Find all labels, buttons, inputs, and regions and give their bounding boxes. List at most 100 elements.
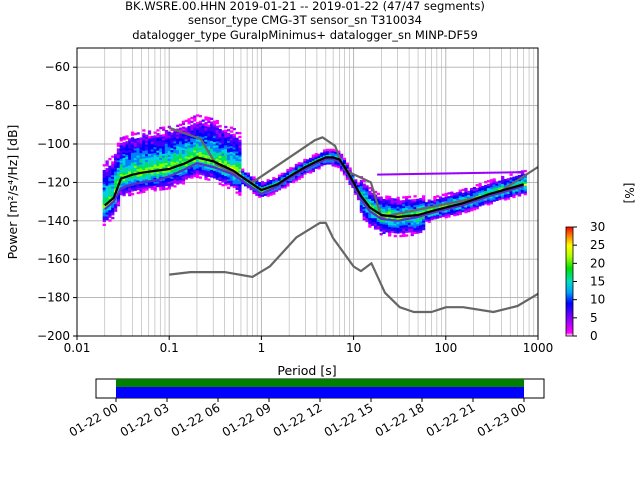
heatmap-cell: [116, 175, 121, 178]
heatmap-cell: [122, 174, 126, 178]
heatmap-cell: [195, 127, 200, 131]
heatmap-cell: [198, 143, 202, 147]
heatmap-cell: [133, 163, 138, 166]
heatmap-cell: [348, 167, 352, 170]
heatmap-cell: [193, 130, 197, 134]
heatmap-cell: [317, 163, 321, 166]
heatmap-cell: [136, 178, 140, 181]
heatmap-cell: [235, 153, 239, 156]
heatmap-cell: [178, 162, 183, 165]
heatmap-cell: [430, 217, 434, 221]
heatmap-cell: [390, 200, 395, 203]
x-tick-label: 1000: [523, 341, 554, 355]
heatmap-cell: [280, 186, 284, 189]
heatmap-cell: [289, 167, 293, 170]
heatmap-cell: [122, 147, 126, 151]
heatmap-cell: [465, 172, 470, 175]
heatmap-cell: [407, 199, 412, 202]
heatmap-cell: [379, 208, 383, 211]
heatmap-cell: [277, 176, 282, 179]
heatmap-cell: [523, 192, 527, 196]
heatmap-cell: [368, 211, 372, 215]
heatmap-cell: [238, 189, 242, 192]
heatmap-cell: [142, 144, 146, 147]
heatmap-cell: [229, 138, 234, 141]
heatmap-cell: [238, 153, 242, 156]
heatmap-cell: [438, 211, 443, 215]
heatmap-cell: [181, 164, 186, 168]
heatmap-cell: [520, 179, 525, 183]
heatmap-cell: [404, 222, 409, 226]
heatmap-cell: [221, 155, 225, 158]
heatmap-cell: [410, 201, 414, 204]
heatmap-cell: [503, 198, 508, 201]
heatmap-cell: [421, 216, 426, 219]
heatmap-cell: [147, 172, 152, 175]
heatmap-cell: [390, 224, 395, 228]
heatmap-cell: [195, 170, 200, 173]
heatmap-cell: [447, 203, 451, 207]
heatmap-cell: [218, 182, 222, 186]
heatmap-cell: [300, 173, 304, 177]
heatmap-cell: [368, 204, 372, 207]
heatmap-cell: [224, 171, 228, 175]
heatmap-cell: [410, 230, 414, 233]
heatmap-cell: [119, 164, 123, 167]
heatmap-cell: [498, 195, 502, 199]
heatmap-cell: [159, 165, 163, 168]
heatmap-cell: [125, 171, 129, 175]
heatmap-cell: [495, 189, 499, 192]
heatmap-cell: [215, 175, 219, 178]
heatmap-cell: [105, 212, 109, 215]
heatmap-cell: [204, 143, 208, 146]
heatmap-cell: [523, 191, 527, 194]
heatmap-cell: [116, 163, 121, 167]
heatmap-cell: [195, 158, 200, 161]
heatmap-cell: [136, 164, 140, 168]
heatmap-cell: [396, 210, 400, 213]
heatmap-cell: [125, 162, 129, 165]
heatmap-cell: [142, 186, 146, 190]
heatmap-cell: [190, 130, 194, 133]
heatmap-cell: [156, 140, 160, 144]
heatmap-cell: [108, 165, 112, 168]
heatmap-cell: [388, 203, 392, 206]
heatmap-cell: [125, 158, 129, 161]
heatmap-cell: [238, 180, 242, 183]
heatmap-cell: [232, 141, 236, 144]
heatmap-cell: [450, 195, 454, 198]
heatmap-cell: [207, 140, 211, 143]
heatmap-cell: [173, 146, 177, 150]
heatmap-cell: [111, 168, 115, 172]
heatmap-cell: [105, 214, 109, 217]
heatmap-cell: [229, 176, 234, 179]
heatmap-cell: [384, 173, 389, 176]
heatmap-cell: [478, 184, 482, 188]
heatmap-cell: [150, 141, 154, 144]
heatmap-cell: [227, 175, 231, 178]
heatmap-cell: [139, 148, 143, 152]
heatmap-cell: [229, 130, 234, 133]
heatmap-cell: [164, 177, 169, 181]
heatmap-cell: [145, 173, 149, 176]
heatmap-cell: [122, 178, 126, 181]
heatmap-cell: [294, 169, 299, 172]
heatmap-cell: [128, 151, 132, 155]
heatmap-cell: [376, 219, 380, 222]
heatmap-cell: [176, 163, 180, 166]
heatmap-cell: [145, 153, 149, 157]
heatmap-cell: [108, 169, 112, 172]
heatmap-cell: [243, 176, 248, 179]
heatmap-cell: [241, 182, 245, 185]
heatmap-cell: [130, 168, 135, 171]
heatmap-cell: [478, 188, 482, 192]
heatmap-cell: [390, 221, 395, 224]
heatmap-cell: [246, 176, 251, 179]
heatmap-cell: [164, 162, 169, 165]
heatmap-cell: [229, 157, 234, 160]
heatmap-cell: [102, 164, 106, 167]
heatmap-cell: [190, 145, 194, 148]
heatmap-cell: [410, 205, 414, 208]
heatmap-cell: [133, 132, 138, 136]
heatmap-cell: [170, 182, 174, 185]
